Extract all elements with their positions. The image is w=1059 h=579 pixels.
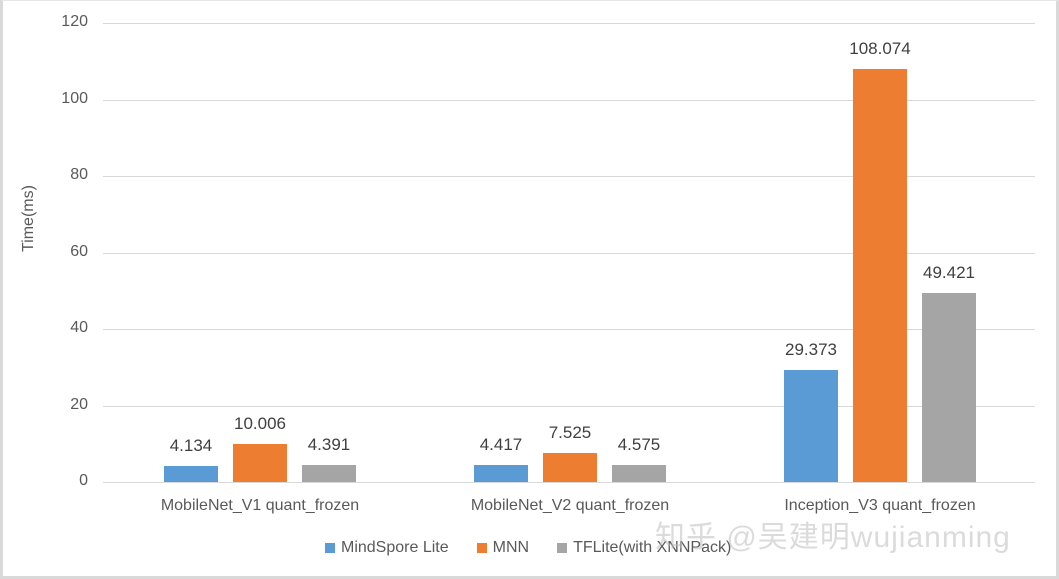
bar [474,465,528,482]
watermark: 知乎 @吴建明wujianming [655,521,1011,554]
gridline [103,482,1035,483]
bar [302,465,356,482]
category-label: Inception_V3 quant_frozen [784,497,976,514]
legend-item-mindspore: MindSpore Lite [325,539,449,557]
legend-swatch-icon [325,543,335,553]
gridline [103,406,1035,407]
y-tick-label: 0 [79,472,88,489]
bar [164,466,218,482]
data-label: 49.421 [923,262,975,282]
data-label: 108.074 [849,38,911,58]
data-label: 4.417 [479,435,523,455]
y-tick-label: 20 [70,396,88,413]
bar [612,464,666,482]
gridline [103,23,1035,24]
data-label: 29.373 [785,339,837,359]
bar [233,443,287,482]
data-label: 7.525 [548,423,592,443]
legend-label: TFLite(with XNNPack) [573,539,732,556]
legend-item-tflite: TFLite(with XNNPack) [557,539,731,557]
legend-swatch-icon [557,543,568,553]
y-tick-label: 100 [61,90,88,107]
y-axis-label: Time(ms) [20,185,37,252]
y-tick-label: 120 [61,13,88,30]
category-label: MobileNet_V1 quant_frozen [160,497,360,514]
y-tick-label: 60 [70,243,88,260]
data-label: 4.575 [617,434,661,454]
bar [853,68,907,482]
legend-label: MindSpore Lite [341,539,449,556]
legend-swatch-icon [476,543,487,553]
gridline [103,176,1035,177]
data-label: 10.006 [234,413,286,433]
bar [922,292,976,482]
legend-item-mnn: MNN [476,539,530,557]
bar [784,369,838,482]
y-tick-label: 80 [70,166,88,183]
bar [543,453,597,482]
category-label: MobileNet_V2 quant_frozen [470,497,670,514]
y-tick-label: 40 [70,319,88,336]
gridline [103,100,1035,101]
legend: MindSpore Lite MNN TFLite(with XNNPack) [325,539,731,557]
data-label: 4.134 [169,436,213,456]
gridline [103,329,1035,330]
gridline [103,253,1035,254]
data-label: 4.391 [307,435,351,455]
legend-label: MNN [492,539,530,556]
